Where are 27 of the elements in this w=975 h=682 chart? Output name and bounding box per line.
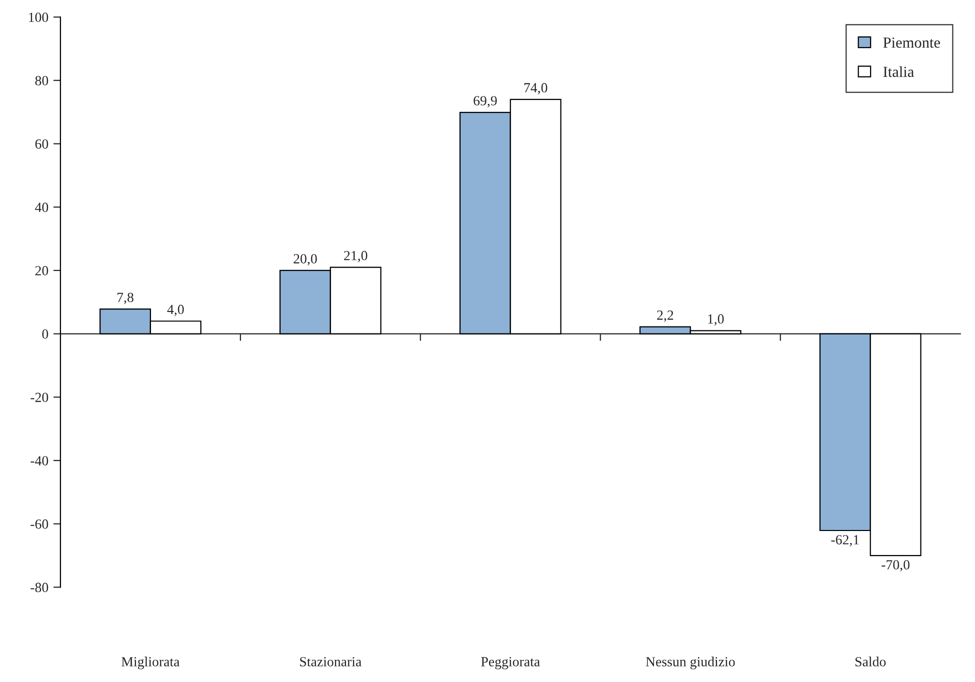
x-tick-label: Saldo (855, 656, 886, 666)
x-tick-label: Migliorata (122, 656, 180, 670)
y-tick-label: -40 (30, 456, 48, 466)
data-label: 1,0 (708, 314, 724, 326)
x-tick-label: Peggiorata (481, 657, 540, 670)
legend-label: Italia (883, 66, 914, 77)
y-tick-label: -80 (30, 582, 48, 592)
data-label: 2,2 (657, 310, 674, 322)
data-label: 21,0 (344, 250, 368, 262)
y-tick-label: 60 (35, 139, 48, 149)
y-tick-label: 100 (29, 12, 48, 22)
data-label: -62,1 (831, 535, 859, 546)
data-label: 4,0 (167, 304, 184, 316)
y-tick-label: 20 (35, 266, 48, 276)
y-tick-label: 0 (42, 329, 48, 339)
x-tick-label: Stazionaria (300, 657, 362, 666)
y-tick-label: 80 (35, 76, 48, 86)
data-label: 74,0 (524, 83, 548, 94)
data-label: -70,0 (882, 560, 910, 572)
data-label: 69,9 (474, 96, 497, 108)
y-tick-label: 40 (35, 202, 48, 212)
y-tick-label: -60 (30, 519, 48, 529)
x-tick-label: Nessun giudizio (646, 656, 735, 670)
data-label: 20,0 (294, 254, 317, 266)
legend-label: Piemonte (883, 37, 940, 48)
data-label: 7,8 (117, 292, 134, 304)
y-tick-label: -20 (30, 392, 48, 402)
